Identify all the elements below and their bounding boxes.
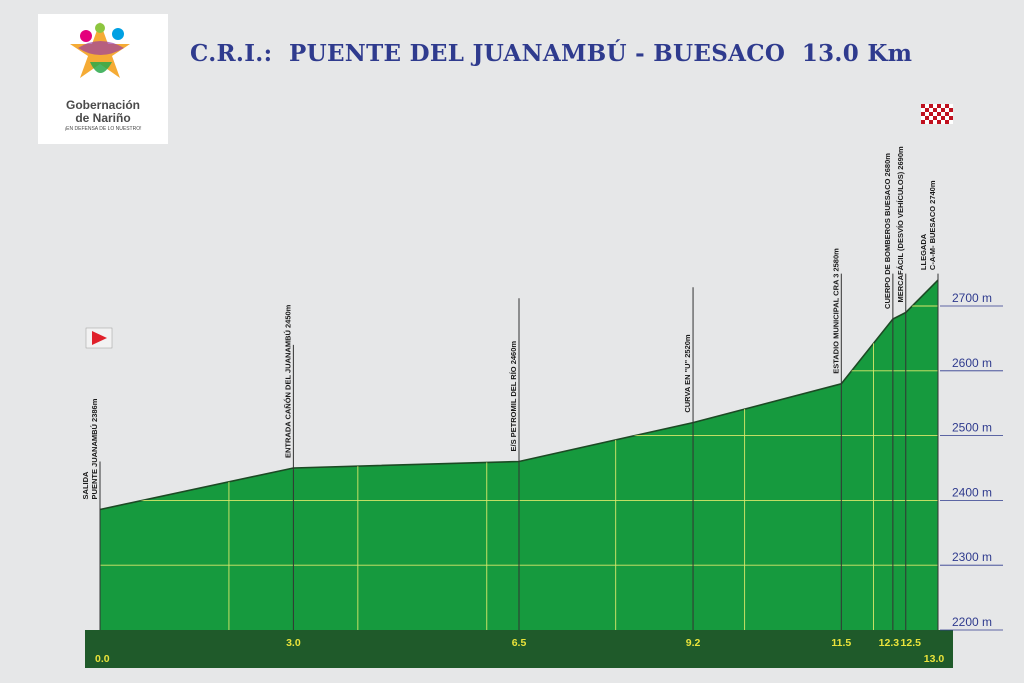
logo-line2: de Nariño	[75, 111, 131, 125]
finish-flag-square	[929, 120, 933, 124]
marker-label: MERCAFÁCIL (DESVÍO VEHÍCULOS) 2690m	[896, 146, 905, 302]
x-tick-label: 6.5	[512, 637, 527, 649]
marker-label: SALIDA	[81, 471, 90, 500]
start-flag-triangle-icon	[92, 331, 107, 345]
finish-flag-square	[925, 116, 929, 120]
marker-label: E/S PETROMIL DEL RÍO 2460m	[509, 341, 518, 452]
logo: Gobernación de Nariño ¡EN DEFENSA DE LO …	[38, 14, 168, 144]
logo-tagline: ¡EN DEFENSA DE LO NUESTRO!	[64, 126, 142, 132]
x-tick-label: 12.3	[879, 637, 900, 649]
marker-label: PUENTE JUANAMBÚ 2386m	[90, 398, 99, 499]
marker-label: LLEGADA	[919, 233, 928, 270]
y-tick-label: 2600 m	[952, 356, 992, 370]
finish-flag-square	[945, 112, 949, 116]
finish-flag-square	[929, 112, 933, 116]
finish-flag-square	[933, 108, 937, 112]
finish-flag-square	[937, 120, 941, 124]
finish-flag-square	[933, 116, 937, 120]
marker-label: ENTRADA CAÑÓN DEL JUANAMBÚ 2450m	[283, 304, 292, 458]
y-tick-label: 2200 m	[952, 615, 992, 629]
finish-flag-square	[925, 108, 929, 112]
x-tick-label: 13.0	[924, 653, 945, 665]
finish-flag-square	[929, 104, 933, 108]
x-tick-label: 11.5	[831, 637, 851, 649]
finish-flag-square	[949, 116, 953, 120]
marker-label: CUERPO DE BOMBEROS BUESACO 2680m	[883, 153, 892, 309]
finish-flag-square	[921, 120, 925, 124]
elevation-line	[99, 279, 939, 511]
x-axis-band	[85, 630, 953, 668]
finish-flag-square	[937, 112, 941, 116]
marker-label: ESTADIO MUNICIPAL CRA 3 2580m	[831, 248, 840, 374]
x-tick-label: 12.5	[901, 637, 922, 649]
y-tick-label: 2500 m	[952, 421, 992, 435]
marker-label: CURVA EN "U" 2520m	[683, 334, 692, 413]
finish-flag-square	[945, 120, 949, 124]
finish-flag-square	[921, 104, 925, 108]
y-tick-label: 2400 m	[952, 485, 992, 499]
elevation-area	[100, 280, 938, 630]
logo-figures-icon	[70, 22, 130, 78]
x-tick-label: 3.0	[286, 637, 301, 649]
marker-label: C-A-M- BUESACO 2740m	[928, 180, 937, 270]
x-tick-label: 9.2	[686, 637, 701, 649]
finish-flag-square	[949, 108, 953, 112]
y-tick-label: 2700 m	[952, 291, 992, 305]
finish-flag-square	[921, 112, 925, 116]
logo-line1: Gobernación	[65, 98, 140, 112]
finish-flag-square	[941, 108, 945, 112]
page-title: C.R.I.: PUENTE DEL JUANAMBÚ - BUESACO 13…	[190, 40, 913, 67]
finish-flag-square	[941, 116, 945, 120]
finish-flag-square	[937, 104, 941, 108]
finish-flag-square	[945, 104, 949, 108]
x-tick-label: 0.0	[95, 653, 110, 665]
y-tick-label: 2300 m	[952, 550, 992, 564]
